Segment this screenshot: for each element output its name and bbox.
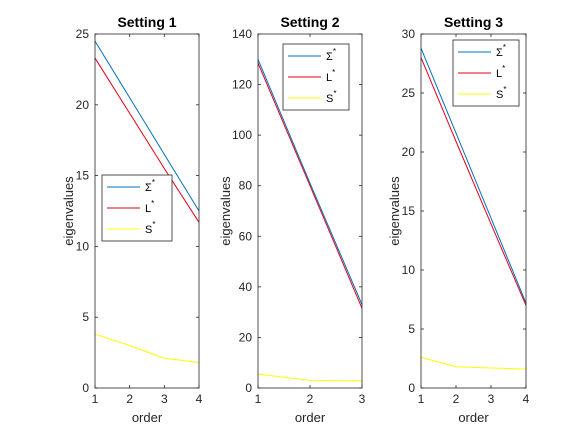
- legend-entry: L*: [496, 64, 505, 80]
- x-tick-label: 4: [523, 392, 530, 406]
- series-line-sigma: [94, 40, 200, 212]
- axes-box: [94, 33, 200, 389]
- series-line-l: [94, 57, 200, 223]
- legend: Σ* L* S*: [452, 39, 520, 107]
- series-line-s: [420, 356, 527, 370]
- y-tick-label: 40: [239, 280, 253, 294]
- series-line-l: [420, 57, 527, 306]
- y-tick-label: 20: [239, 330, 253, 344]
- x-axis-label: order: [295, 410, 326, 425]
- x-tick-label: 1: [92, 392, 99, 406]
- x-tick-label: 3: [488, 392, 495, 406]
- legend-entry: S*: [145, 220, 155, 236]
- y-tick-label: 15: [402, 204, 416, 218]
- x-tick-label: 2: [307, 392, 314, 406]
- y-tick-label: 120: [232, 78, 252, 92]
- x-tick-label: 2: [453, 392, 460, 406]
- legend-entry: Σ*: [326, 47, 336, 63]
- chart-panel-3: 1 2 3 4 0 5 10 15 20 25 30 Setting 3 order eigenvalue…: [387, 14, 530, 425]
- y-tick-label: 5: [82, 310, 89, 324]
- legend-entry: S*: [326, 89, 336, 105]
- series-line-l: [257, 62, 363, 309]
- chart-title: Setting 1: [117, 14, 176, 30]
- legend-entry: Σ*: [145, 178, 155, 194]
- y-tick-label: 25: [76, 27, 90, 41]
- y-tick-label: 30: [402, 27, 416, 41]
- y-axis-label: eigenvalues: [61, 176, 76, 246]
- y-tick-label: 80: [239, 179, 253, 193]
- series-line-s: [257, 373, 363, 382]
- x-tick-label: 1: [255, 392, 262, 406]
- legend-entry: L*: [326, 68, 335, 84]
- y-axis-label: eigenvalues: [218, 176, 233, 246]
- x-tick-label: 3: [161, 392, 168, 406]
- x-axis-label: order: [132, 410, 163, 425]
- y-tick-label: 5: [408, 322, 415, 336]
- y-tick-label: 25: [402, 86, 416, 100]
- y-tick-label: 15: [76, 169, 90, 183]
- chart-panel-2: 1 2 3 0 20 40 60 80 100 120 140 Setting 2 order eigen…: [218, 14, 366, 425]
- y-axis-label: eigenvalues: [387, 176, 402, 246]
- y-tick-label: 100: [232, 128, 252, 142]
- y-tick-label: 10: [76, 239, 90, 253]
- x-tick-label: 1: [418, 392, 425, 406]
- series-line-sigma: [420, 47, 527, 304]
- series-line-sigma: [257, 59, 363, 305]
- x-tick-label: 2: [126, 392, 133, 406]
- y-tick-label: 20: [76, 98, 90, 112]
- legend: Σ* L* S*: [101, 174, 173, 242]
- y-tick-label: 60: [239, 229, 253, 243]
- y-tick-label: 20: [402, 145, 416, 159]
- legend-entry: S*: [496, 85, 506, 101]
- y-tick-label: 0: [245, 381, 252, 395]
- y-tick-label: 0: [408, 381, 415, 395]
- x-tick-label: 4: [196, 392, 203, 406]
- chart-title: Setting 3: [444, 14, 503, 30]
- chart-title: Setting 2: [280, 14, 339, 30]
- series-line-s: [94, 333, 200, 364]
- y-tick-label: 140: [232, 27, 252, 41]
- legend-entry: L*: [145, 199, 154, 215]
- x-axis-label: order: [458, 410, 489, 425]
- y-tick-label: 0: [82, 381, 89, 395]
- chart-panel-1: 1 2 3 4 0 5 10 15 20 25 Setting 1 order eigenvalues Σ…: [61, 14, 203, 425]
- legend-entry: Σ*: [496, 43, 506, 59]
- legend: Σ* L* S*: [282, 43, 350, 111]
- y-tick-label: 10: [402, 263, 416, 277]
- x-tick-label: 3: [359, 392, 366, 406]
